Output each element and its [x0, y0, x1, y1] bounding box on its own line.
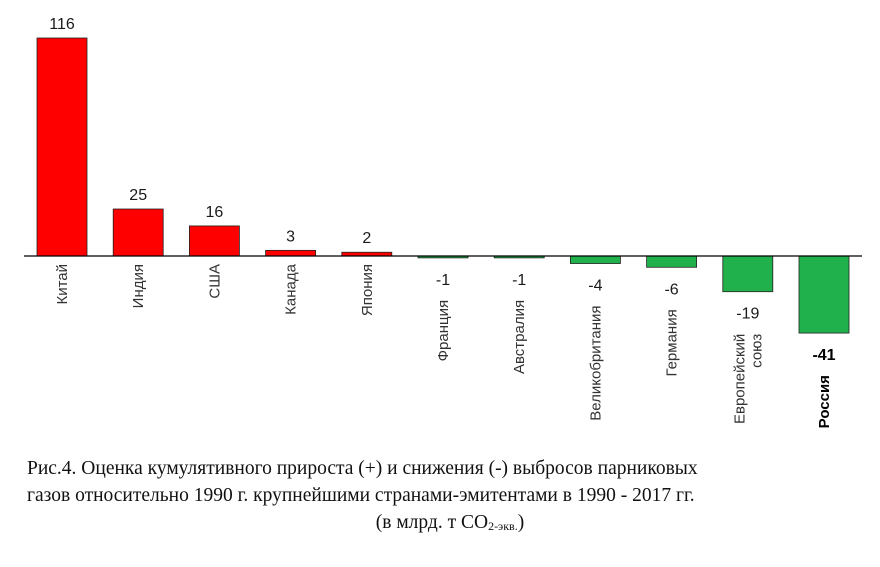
bar-11 — [798, 255, 850, 334]
caption-line-1: Рис.4. Оценка кумулятивного прироста (+)… — [27, 458, 698, 479]
bar-9 — [646, 255, 697, 268]
category-label-3: США — [206, 264, 223, 299]
value-labels-group: 116 25 16 3 2 -1 -1 -4 -6 -19 -41 — [49, 16, 835, 364]
value-label-6: -1 — [436, 272, 450, 289]
bar-4 — [265, 249, 317, 257]
category-label-4: Канада — [283, 263, 300, 314]
caption-units-suffix: ) — [517, 512, 525, 533]
value-label-5: 2 — [362, 230, 371, 247]
category-label-2: Индия — [130, 264, 147, 308]
caption-line-2: газов относительно 1990 г. крупнейшими с… — [27, 485, 695, 506]
value-label-7: -1 — [512, 272, 526, 289]
value-label-2: 25 — [129, 187, 147, 204]
bars-group — [36, 37, 850, 334]
value-label-11: -41 — [812, 347, 835, 364]
category-label-10: Европейскийсоюз — [731, 334, 765, 424]
bar-2 — [112, 208, 164, 257]
category-label-11: Россия — [816, 375, 833, 428]
value-label-8: -4 — [588, 278, 602, 295]
figure-caption: Рис.4. Оценка кумулятивного прироста (+)… — [0, 455, 880, 540]
category-label-9: Германия — [664, 309, 681, 376]
bar-1 — [36, 37, 88, 257]
caption-line-3: (в млрд. т CO2-экв.) — [0, 509, 880, 540]
category-label-1: Китай — [54, 264, 71, 305]
value-label-4: 3 — [286, 228, 295, 245]
category-labels-group: Китай Индия США Канада Япония Франция Австрали… — [54, 263, 833, 428]
caption-units-subscript: 2-экв. — [488, 519, 518, 533]
category-label-5: Япония — [359, 264, 376, 316]
bar-10 — [722, 255, 774, 293]
caption-units-prefix: (в млрд. т CO — [375, 512, 489, 533]
bar-3 — [188, 225, 240, 257]
value-label-3: 16 — [206, 204, 224, 221]
bar-chart: 116 25 16 3 2 -1 -1 -4 -6 -19 -41 Китай Индия США Кан… — [24, 16, 862, 428]
bar-8 — [570, 255, 621, 264]
value-label-10: -19 — [736, 306, 759, 323]
value-label-1: 116 — [49, 16, 75, 33]
value-label-9: -6 — [664, 281, 678, 298]
category-label-6: Франция — [435, 300, 452, 361]
category-label-8: Великобритания — [587, 306, 604, 421]
category-label-7: Австралия — [511, 300, 528, 374]
